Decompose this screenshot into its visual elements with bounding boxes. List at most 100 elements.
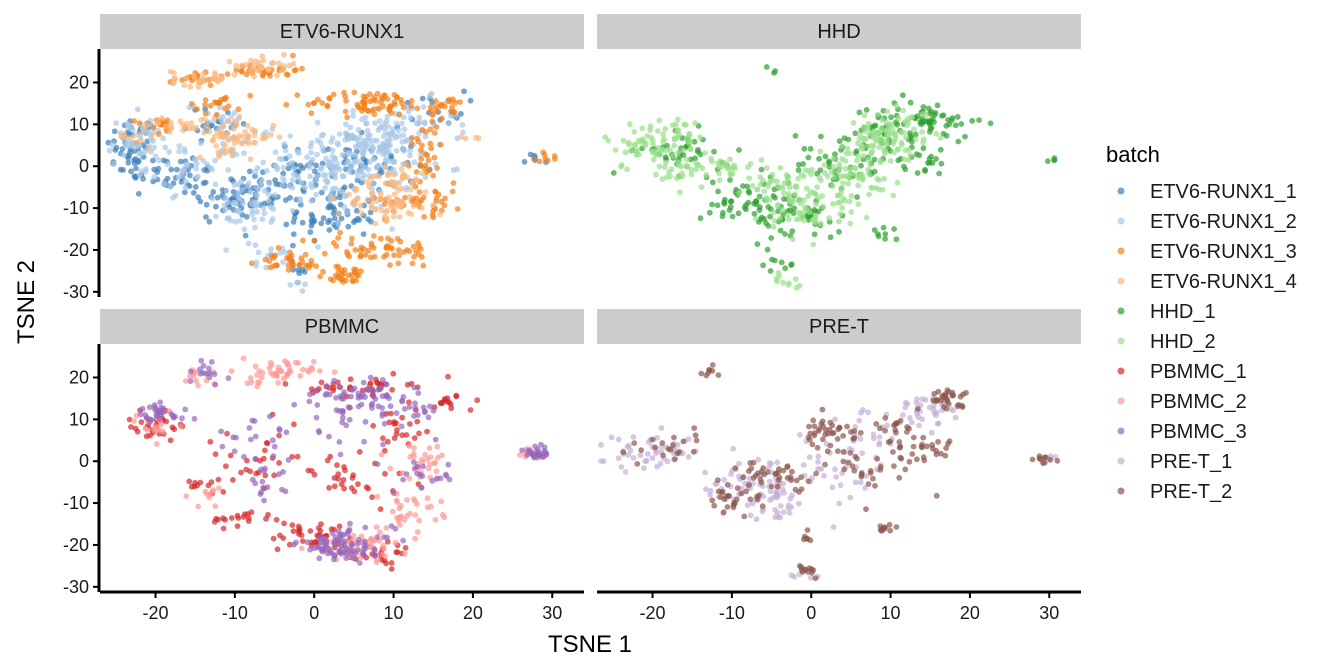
data-point (280, 175, 286, 182)
data-point (805, 569, 811, 575)
data-point (432, 436, 439, 443)
data-point (473, 134, 479, 141)
data-point (195, 382, 202, 389)
data-point (934, 102, 941, 109)
data-point (753, 215, 759, 222)
data-point (792, 191, 798, 198)
data-point (366, 91, 373, 97)
data-point (349, 235, 355, 242)
data-point (235, 106, 242, 113)
data-point (352, 187, 359, 194)
data-point (808, 171, 814, 178)
data-point (740, 183, 746, 189)
data-point (536, 158, 543, 165)
data-point (422, 162, 429, 169)
data-point (808, 574, 814, 581)
data-point (337, 451, 344, 458)
data-point (276, 460, 282, 466)
data-point (286, 256, 293, 263)
data-point (612, 147, 619, 153)
data-point (220, 123, 227, 129)
data-point (856, 175, 862, 182)
data-point (721, 476, 727, 483)
data-point (249, 67, 256, 74)
data-point (882, 235, 888, 242)
data-point (318, 220, 325, 227)
data-point (355, 394, 362, 401)
data-point (241, 226, 248, 233)
data-point (909, 451, 916, 457)
data-point (150, 157, 156, 164)
data-point (800, 161, 806, 167)
data-point (382, 470, 388, 477)
data-point (372, 206, 379, 213)
data-point (943, 132, 950, 139)
data-point (659, 440, 666, 446)
data-point (254, 209, 260, 215)
data-point (365, 108, 372, 115)
data-point (253, 259, 260, 266)
y-tick-label: -20 (63, 240, 89, 260)
data-point (803, 206, 810, 213)
data-point (949, 115, 956, 121)
data-point (377, 529, 383, 536)
data-point (383, 215, 390, 222)
data-point (277, 532, 283, 539)
data-point (361, 542, 367, 548)
data-point (182, 406, 189, 413)
data-point (691, 138, 698, 145)
data-point (663, 159, 669, 166)
data-point (743, 488, 749, 495)
data-point (225, 118, 231, 124)
data-point (343, 422, 350, 429)
data-point (653, 171, 659, 178)
data-point (297, 196, 303, 202)
data-point (332, 534, 339, 540)
data-point (521, 158, 528, 165)
data-point (160, 135, 166, 142)
data-point (940, 112, 947, 119)
data-point (313, 177, 319, 184)
data-point (282, 358, 288, 364)
data-point (674, 116, 681, 123)
data-point (425, 465, 432, 472)
data-point (656, 117, 663, 124)
data-point (150, 124, 157, 131)
data-point (170, 412, 176, 419)
data-point (191, 74, 198, 81)
data-point (202, 106, 209, 113)
data-point (220, 515, 227, 522)
data-point (319, 545, 326, 552)
data-point (773, 470, 779, 477)
data-point (374, 90, 381, 97)
data-point (848, 209, 855, 215)
data-point (260, 57, 267, 64)
data-point (145, 128, 152, 135)
data-point (313, 162, 319, 169)
data-point (1054, 457, 1061, 464)
data-point (123, 143, 130, 149)
data-point (856, 417, 863, 424)
data-point (243, 213, 250, 220)
data-point (382, 93, 388, 99)
x-tick-label: -20 (640, 603, 666, 623)
points-etv6-runx1 (105, 52, 558, 294)
data-point (403, 432, 410, 438)
data-point (879, 117, 886, 123)
data-point (190, 189, 197, 196)
data-point (414, 418, 421, 425)
data-point (356, 448, 363, 455)
data-point (290, 231, 297, 238)
data-point (863, 107, 870, 113)
data-point (638, 447, 645, 454)
data-point (378, 235, 384, 242)
points-pre-t (598, 362, 1061, 582)
data-point (329, 135, 336, 141)
data-point (631, 141, 638, 148)
data-point (407, 421, 413, 427)
data-point (170, 194, 176, 201)
data-point (810, 417, 817, 424)
data-point (709, 368, 716, 374)
data-point (426, 445, 433, 451)
data-point (316, 555, 323, 562)
